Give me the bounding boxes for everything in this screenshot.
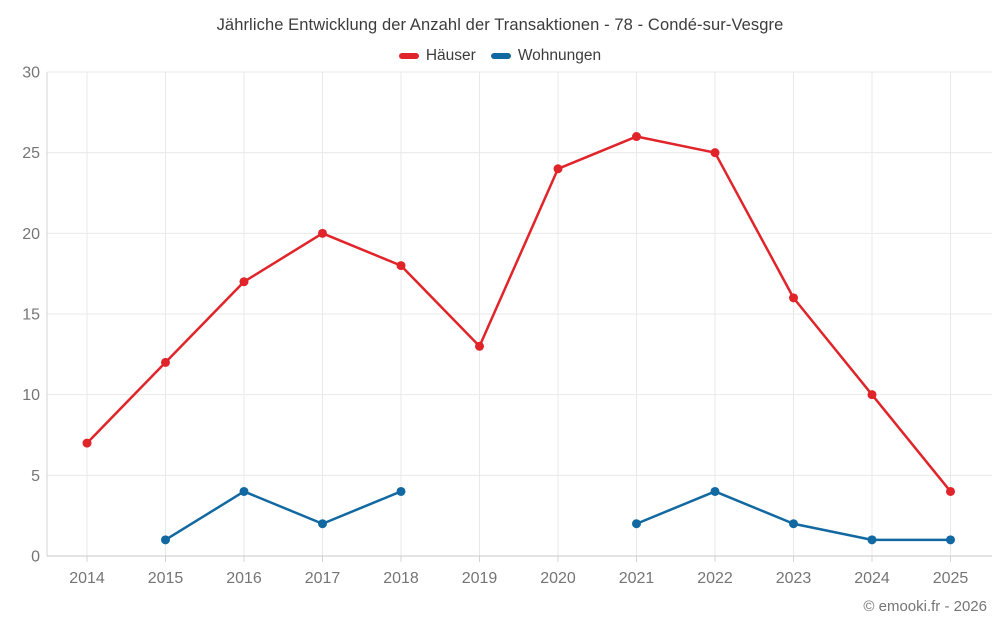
data-point-haeuser-2017[interactable] — [318, 228, 327, 238]
legend-swatch-haeuser — [398, 53, 419, 59]
data-point-wohnungen-2015[interactable] — [161, 535, 170, 545]
y-axis-label-5: 5 — [31, 468, 40, 485]
x-axis-label-2023: 2023 — [776, 570, 812, 587]
data-point-wohnungen-2023[interactable] — [789, 519, 798, 529]
series-line-haeuser-1 — [85, 135, 952, 493]
data-point-wohnungen-2021[interactable] — [632, 519, 641, 529]
data-point-haeuser-2019[interactable] — [475, 341, 484, 351]
legend-label-haeuser: Häuser — [425, 47, 476, 64]
series-line-wohnungen-1 — [164, 490, 403, 542]
x-axis-label-2020: 2020 — [540, 570, 576, 587]
data-point-haeuser-2025[interactable] — [946, 486, 955, 496]
x-axis-label-2015: 2015 — [148, 570, 184, 587]
data-point-haeuser-2022[interactable] — [710, 148, 720, 158]
data-point-haeuser-2016[interactable] — [239, 277, 249, 287]
data-point-wohnungen-2022[interactable] — [710, 486, 720, 496]
x-axis-label-2025: 2025 — [933, 570, 969, 587]
legend-swatch-wohnungen — [490, 53, 511, 59]
data-point-wohnungen-2018[interactable] — [396, 486, 406, 496]
legend-label-wohnungen: Wohnungen — [517, 47, 602, 64]
data-point-wohnungen-2025[interactable] — [946, 535, 955, 545]
data-point-haeuser-2014[interactable] — [82, 438, 92, 448]
chart-title: Jährliche Entwicklung der Anzahl der Tra… — [216, 16, 784, 34]
y-axis-label-0: 0 — [31, 549, 40, 566]
data-point-haeuser-2018[interactable] — [396, 261, 406, 271]
x-axis-label-2024: 2024 — [854, 570, 890, 587]
x-axis-label-2018: 2018 — [383, 570, 419, 587]
data-point-wohnungen-2017[interactable] — [318, 519, 327, 529]
data-point-haeuser-2023[interactable] — [789, 293, 798, 303]
y-axis-label-10: 10 — [22, 387, 40, 404]
data-point-haeuser-2020[interactable] — [553, 164, 563, 174]
legend-item-wohnungen[interactable]: Wohnungen — [490, 47, 602, 65]
y-axis-label-25: 25 — [22, 145, 40, 162]
data-point-wohnungen-2024[interactable] — [867, 535, 877, 545]
x-axis-label-2017: 2017 — [305, 570, 341, 587]
y-axis-label-20: 20 — [22, 226, 40, 243]
chart-legend: Häuser Wohnungen — [0, 47, 1000, 65]
data-point-wohnungen-2016[interactable] — [239, 486, 249, 496]
data-point-haeuser-2015[interactable] — [161, 357, 170, 367]
x-axis-label-2019: 2019 — [462, 570, 498, 587]
y-axis-label-15: 15 — [22, 307, 40, 324]
data-point-haeuser-2021[interactable] — [632, 132, 641, 142]
y-axis-label-30: 30 — [22, 65, 40, 82]
data-point-haeuser-2024[interactable] — [867, 390, 877, 400]
x-axis-label-2022: 2022 — [697, 570, 733, 587]
x-axis-label-2016: 2016 — [226, 570, 262, 587]
x-axis-label-2021: 2021 — [619, 570, 655, 587]
legend-item-haeuser[interactable]: Häuser — [398, 47, 476, 65]
x-axis-label-2014: 2014 — [69, 570, 105, 587]
footer-credit: © emooki.fr - 2026 — [863, 598, 987, 615]
